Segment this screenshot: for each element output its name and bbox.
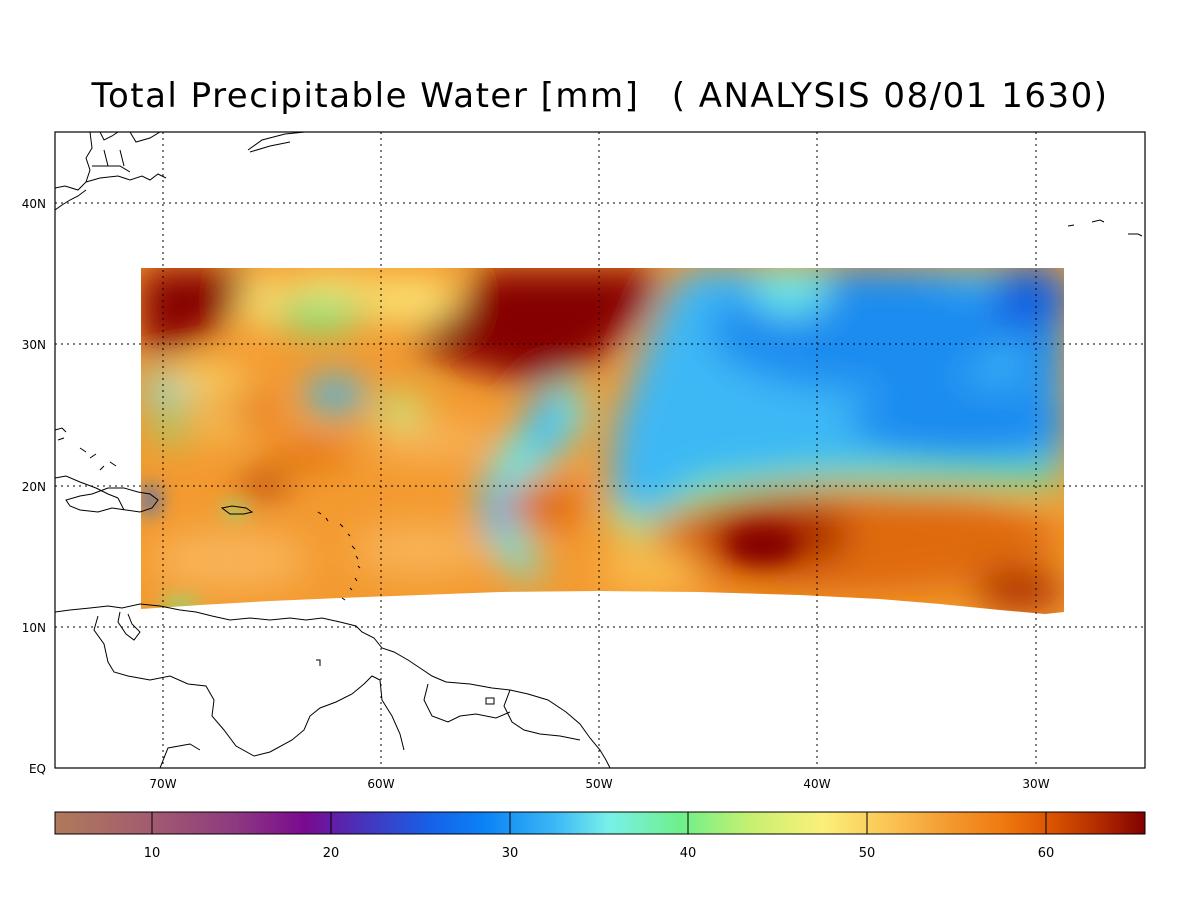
x-tick-label: 40W xyxy=(803,777,830,791)
coastlines xyxy=(55,132,1143,768)
plot-frame xyxy=(54,131,1146,769)
x-tick-label: 60W xyxy=(367,777,394,791)
y-axis-labels: 40N 30N 20N 10N EQ xyxy=(22,197,46,776)
colorbar-ticks xyxy=(151,812,1047,834)
map-title: Total Precipitable Water [mm] ( ANALYSIS… xyxy=(0,76,1200,116)
y-tick-label: 30N xyxy=(22,338,46,352)
colorbar-tick-label: 10 xyxy=(144,846,161,861)
y-tick-label: EQ xyxy=(29,762,46,776)
y-tick-label: 10N xyxy=(22,621,46,635)
colorbar-tick-label: 20 xyxy=(323,846,340,861)
x-tick-label: 50W xyxy=(585,777,612,791)
colorbar: 10 20 30 40 50 60 xyxy=(54,811,1146,861)
x-tick-label: 30W xyxy=(1022,777,1049,791)
colorbar-bar xyxy=(54,811,1146,835)
grid-lines xyxy=(55,132,1145,768)
colorbar-tick-label: 30 xyxy=(502,846,519,861)
x-tick-label: 70W xyxy=(149,777,176,791)
y-tick-label: 20N xyxy=(22,480,46,494)
colorbar-tick-label: 60 xyxy=(1038,846,1055,861)
x-axis-labels: 70W 60W 50W 40W 30W xyxy=(149,777,1049,791)
y-tick-label: 40N xyxy=(22,197,46,211)
title-main: Total Precipitable Water [mm] xyxy=(91,76,640,116)
title-analysis: ( ANALYSIS 08/01 1630) xyxy=(671,76,1109,116)
colorbar-tick-label: 50 xyxy=(859,846,876,861)
tpw-field xyxy=(141,268,1064,614)
colorbar-tick-label: 40 xyxy=(680,846,697,861)
